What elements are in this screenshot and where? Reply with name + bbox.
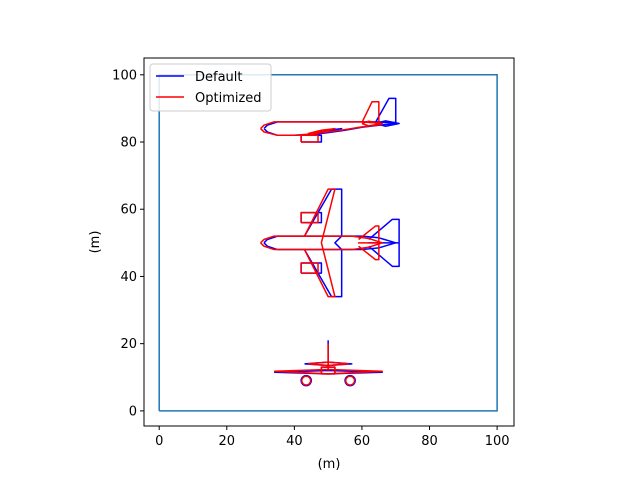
optimized-top-view-stabilizer — [357, 225, 380, 261]
x-tick-label: 60 — [354, 434, 371, 449]
x-tick-label: 20 — [219, 434, 236, 449]
y-axis-ticks: 0 20 40 60 80 100 — [112, 68, 144, 419]
x-axis-ticks: 0 20 40 60 80 100 — [155, 426, 510, 449]
optimized-front-view-engine-left — [301, 375, 312, 386]
optimized-top-view-engine-lower — [300, 262, 319, 274]
optimized-front-view-engine-right — [344, 375, 356, 386]
optimized-top-view-wing — [303, 188, 336, 298]
optimized-top-view-engine-upper — [300, 211, 319, 224]
y-tick-label: 0 — [129, 404, 137, 419]
y-tick-label: 40 — [120, 270, 137, 285]
legend: Default Optimized — [149, 63, 272, 112]
plot-area — [143, 57, 515, 427]
default-side-view-stabilizer — [375, 120, 400, 127]
y-axis-label: (m) — [88, 231, 103, 254]
y-tick-label: 100 — [112, 68, 137, 83]
legend-label-default: Default — [195, 70, 243, 85]
optimized-top-view-fuselage — [260, 235, 383, 251]
x-tick-label: 0 — [155, 434, 163, 449]
series-optimized — [260, 100, 383, 386]
optimized-side-view-engine — [300, 134, 319, 143]
x-tick-label: 40 — [286, 434, 303, 449]
optimized-front-view-body — [320, 366, 336, 375]
boundary-line — [158, 74, 498, 412]
optimized-side-view-wing — [307, 127, 336, 135]
y-tick-label: 80 — [120, 136, 137, 151]
y-tick-label: 60 — [120, 203, 137, 218]
x-axis-label: (m) — [318, 457, 341, 472]
optimized-front-view-stabilizer — [307, 361, 350, 367]
optimized-side-view-stabilizer — [361, 120, 383, 127]
legend-label-optimized: Optimized — [195, 91, 262, 106]
x-tick-label: 100 — [485, 434, 510, 449]
axes-frame — [143, 57, 515, 427]
data-layer — [158, 74, 498, 412]
optimized-front-view-wing — [274, 368, 383, 375]
y-tick-label: 20 — [120, 337, 137, 352]
x-tick-label: 80 — [421, 434, 438, 449]
